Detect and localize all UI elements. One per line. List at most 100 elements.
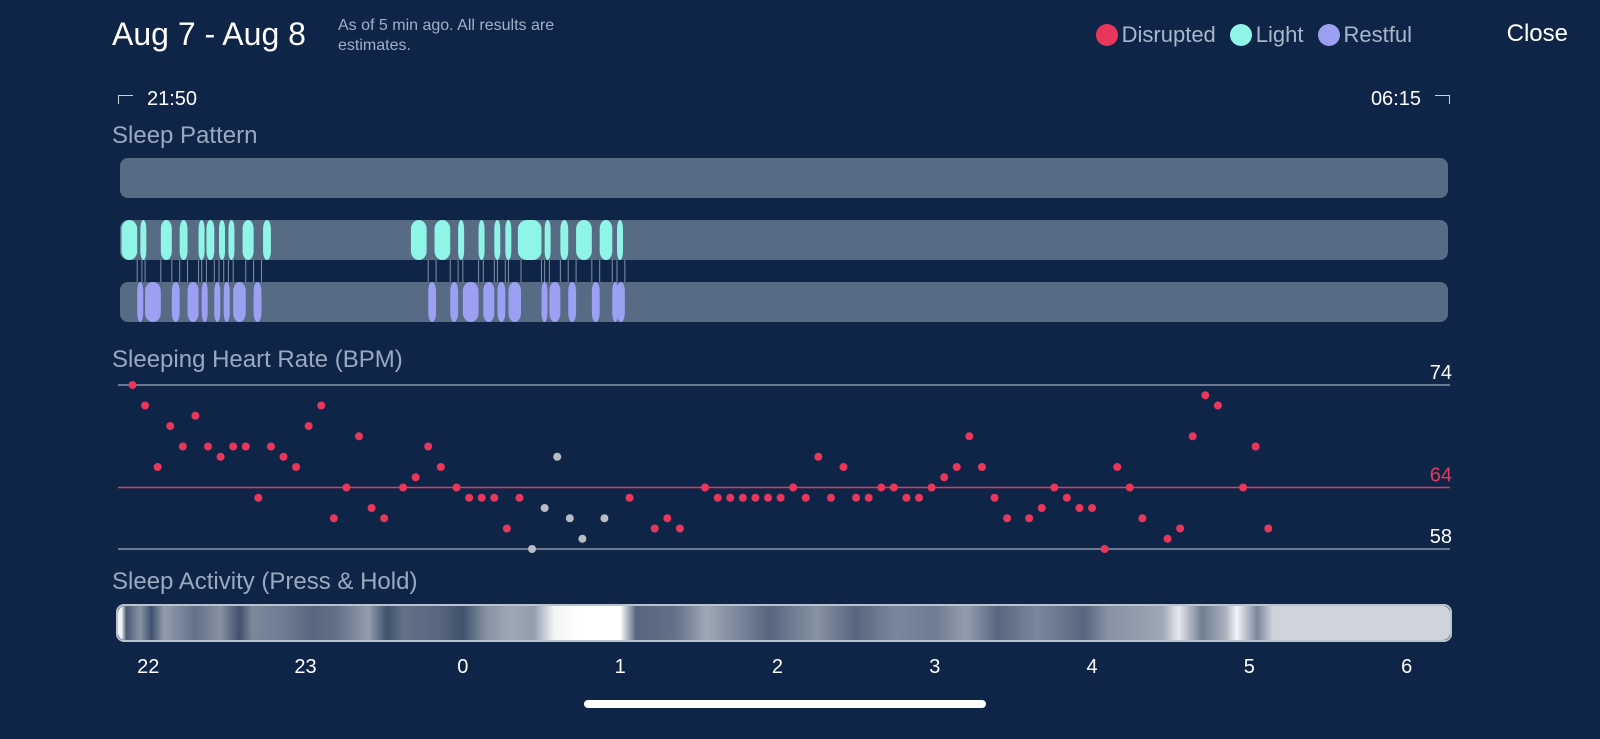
heart-rate-point-63 [977, 463, 986, 471]
heart-rate-point-59 [927, 483, 936, 492]
restful-segment-13 [497, 282, 506, 322]
heart-rate-point-66 [1025, 514, 1034, 523]
restful-segment-16 [549, 282, 561, 322]
heart-rate-point-69 [1062, 493, 1071, 502]
restful-segment-12 [483, 282, 495, 322]
light-segment-0 [121, 220, 138, 260]
heart-rate-point-72 [1100, 545, 1109, 553]
heart-rate-point-4 [178, 442, 187, 451]
legend-disrupted: Disrupted [1095, 22, 1216, 48]
heart-rate-point-51 [826, 493, 835, 502]
heart-rate-point-50 [814, 452, 823, 461]
heart-rate-point-6 [203, 442, 212, 451]
heart-rate-point-32 [540, 504, 549, 512]
light-segment-4 [198, 220, 205, 260]
restful-segment-7 [233, 282, 246, 322]
restful-segment-5 [214, 282, 221, 322]
heart-rate-point-1 [141, 401, 150, 410]
close-button[interactable]: Close [1506, 20, 1568, 47]
heart-rate-point-30 [515, 493, 524, 502]
heart-rate-point-5 [191, 411, 200, 420]
estimate-note: As of 5 min ago. All results are estimat… [338, 17, 555, 54]
sleep-activity-bar[interactable] [116, 604, 1452, 642]
heart-rate-point-36 [600, 514, 609, 523]
heart-rate-point-15 [317, 401, 326, 410]
max-bpm-label: 74 [1430, 362, 1452, 384]
sleep-activity-gradient [118, 606, 1450, 640]
heart-rate-point-79 [1201, 391, 1210, 400]
legend: Disrupted Light Restful [1082, 22, 1412, 48]
heart-rate-point-31 [528, 545, 537, 553]
heart-rate-point-35 [578, 534, 587, 543]
light-segment-17 [544, 220, 551, 260]
heart-rate-point-81 [1239, 483, 1248, 492]
light-segment-20 [599, 220, 613, 260]
start-time: 21:50 [118, 88, 197, 111]
heart-rate-point-48 [789, 483, 798, 492]
heart-rate-point-38 [650, 524, 659, 533]
heart-rate-point-53 [852, 493, 861, 502]
heart-rate-point-18 [355, 432, 364, 441]
light-segment-14 [494, 220, 501, 260]
light-segment-13 [478, 220, 485, 260]
heart-rate-point-45 [751, 493, 760, 502]
heart-rate-point-19 [367, 504, 376, 512]
heart-rate-point-64 [990, 493, 999, 502]
heart-rate-point-75 [1138, 514, 1147, 523]
heart-rate-point-2 [153, 463, 162, 471]
heart-rate-point-71 [1088, 504, 1097, 512]
restful-segment-11 [462, 282, 479, 322]
restful-segment-20 [616, 282, 625, 322]
light-segment-3 [179, 220, 188, 260]
light-segment-12 [458, 220, 465, 260]
home-indicator[interactable] [584, 700, 986, 708]
x-tick-label: 0 [457, 656, 469, 678]
start-bracket-icon [118, 95, 133, 104]
heart-rate-point-29 [502, 524, 511, 533]
light-segment-5 [206, 220, 215, 260]
light-segment-11 [434, 220, 451, 260]
heart-rate-point-26 [465, 493, 474, 502]
heart-rate-point-70 [1075, 504, 1084, 512]
heart-rate-point-34 [565, 514, 574, 523]
restful-dot-icon [1317, 24, 1340, 46]
heart-rate-point-0 [128, 381, 137, 389]
legend-light: Light [1229, 22, 1304, 48]
end-time: 06:15 [1371, 88, 1450, 111]
heart-rate-point-54 [864, 493, 873, 502]
heart-rate-point-47 [776, 493, 785, 502]
restful-segment-3 [187, 282, 199, 322]
sleep-activity-title: Sleep Activity (Press & Hold) [112, 568, 418, 595]
heart-rate-point-57 [902, 493, 911, 502]
heart-rate-point-21 [399, 483, 408, 492]
avg-bpm-label: 64 [1430, 465, 1452, 487]
light-dot-icon [1229, 24, 1252, 46]
heart-rate-point-78 [1188, 432, 1197, 441]
heart-rate-point-27 [477, 493, 486, 502]
x-tick-label: 23 [294, 656, 317, 678]
track-disrupted [120, 158, 1448, 198]
heart-rate-point-28 [490, 493, 499, 502]
x-tick-label: 1 [614, 656, 626, 678]
heart-rate-point-24 [436, 463, 445, 471]
disrupted-dot-icon [1095, 24, 1118, 46]
heart-rate-point-17 [342, 483, 351, 492]
heart-rate-point-61 [952, 463, 961, 471]
heart-rate-point-46 [764, 493, 773, 502]
heart-rate-point-77 [1176, 524, 1185, 533]
heart-rate-point-40 [675, 524, 684, 533]
light-segment-10 [410, 220, 427, 260]
heart-rate-point-83 [1264, 524, 1273, 533]
heart-rate-point-41 [701, 483, 710, 492]
heart-rate-point-49 [801, 493, 810, 502]
heart-rate-point-42 [713, 493, 722, 502]
heart-rate-point-76 [1163, 534, 1172, 543]
light-segment-1 [140, 220, 147, 260]
track-light [120, 220, 1448, 260]
heart-rate-point-10 [254, 493, 263, 502]
heart-rate-point-44 [738, 493, 747, 502]
heart-rate-point-65 [1003, 514, 1012, 523]
x-tick-label: 4 [1086, 656, 1098, 678]
end-bracket-icon [1435, 95, 1450, 104]
restful-segment-2 [171, 282, 180, 322]
